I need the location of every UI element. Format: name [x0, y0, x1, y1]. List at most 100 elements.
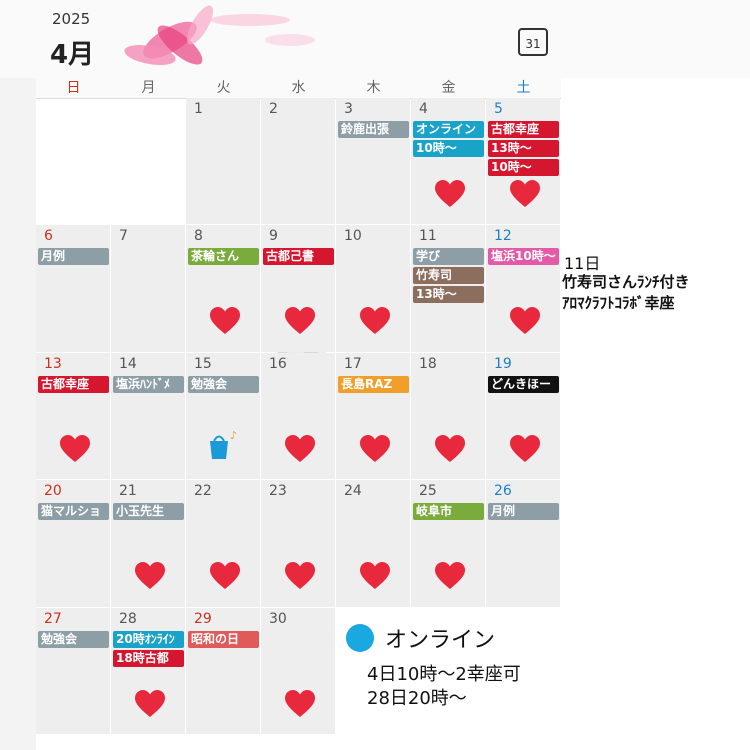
event-label[interactable]: 勉強会 [38, 630, 109, 648]
day-number: 20 [44, 483, 62, 500]
event-label[interactable]: 月例 [38, 248, 109, 266]
weekday-label: 水 [261, 78, 336, 99]
day-number: 6 [44, 228, 53, 245]
event-label[interactable]: 10時〜 [488, 159, 559, 176]
weekday-label: 金 [411, 78, 486, 99]
heart-sticker [360, 307, 390, 335]
today-button[interactable]: 31 [518, 28, 548, 56]
event-label[interactable]: 昭和の日 [188, 630, 259, 648]
heart-sticker [135, 689, 165, 718]
weekday-label: 火 [186, 78, 261, 99]
weekday-label: 木 [336, 78, 411, 99]
month[interactable]: 4月 [50, 40, 95, 70]
heart-sticker [285, 562, 315, 590]
online-note-title: オンライン [385, 628, 496, 653]
day-number: 10 [344, 228, 362, 245]
event-label[interactable]: どんきほー [488, 375, 559, 393]
weekday-label: 月 [111, 78, 186, 99]
left-margin [0, 78, 36, 750]
heart-sticker [60, 434, 90, 463]
event-label[interactable]: 月例 [488, 503, 559, 521]
day-number: 9 [269, 228, 278, 245]
day-cell[interactable] [36, 480, 110, 607]
day-cell[interactable] [486, 480, 560, 607]
day-cell[interactable] [186, 98, 260, 225]
event-label[interactable]: 古都幸座 [488, 121, 559, 138]
day-number: 7 [119, 228, 128, 245]
day-number: 14 [119, 355, 137, 372]
event-label[interactable]: 18時古都 [113, 649, 184, 667]
day-cell[interactable] [111, 225, 185, 352]
svg-text:♪: ♪ [230, 431, 237, 442]
day-number: 22 [194, 483, 212, 500]
day-number: 3 [344, 101, 353, 117]
event-label[interactable]: 古都己書 [263, 248, 334, 266]
event-label[interactable]: 塩浜10時〜 [488, 248, 559, 266]
event-label[interactable]: 岐阜市 [413, 503, 484, 521]
event-label[interactable]: 塩浜ﾊﾝﾄﾞﾒ [113, 375, 184, 393]
day-cell[interactable] [36, 607, 110, 734]
day-number: 27 [44, 610, 62, 627]
day-number: 4 [419, 101, 428, 117]
heart-sticker [435, 180, 465, 208]
heart-sticker [510, 434, 540, 463]
side-note: 11日 [564, 254, 601, 273]
event-label[interactable]: 竹寿司 [413, 267, 484, 285]
event-label[interactable]: 20時ｵﾝﾗｲﾝ [113, 630, 184, 648]
day-number: 11 [419, 228, 437, 245]
day-cell[interactable] [186, 607, 260, 734]
day-number: 25 [419, 483, 437, 500]
day-cell[interactable] [111, 352, 185, 480]
heart-sticker [285, 434, 315, 463]
online-note-line: 4日10時〜2幸座可 [367, 664, 521, 685]
bag-sticker: ♪ [206, 429, 240, 461]
weekday-label: 土 [486, 78, 561, 99]
day-number: 13 [44, 355, 62, 372]
heart-sticker [210, 562, 240, 590]
heart-sticker [360, 562, 390, 590]
header-bar [0, 0, 750, 78]
day-number: 5 [494, 101, 503, 117]
event-label[interactable]: 鈴鹿出張 [338, 121, 409, 138]
event-label[interactable]: 茶輪さん [188, 248, 259, 266]
heart-sticker [360, 434, 390, 463]
heart-sticker [135, 562, 165, 590]
day-number: 17 [344, 355, 362, 372]
heart-sticker [285, 307, 315, 335]
event-label[interactable]: 勉強会 [188, 375, 259, 393]
heart-sticker [435, 562, 465, 590]
heart-sticker [210, 307, 240, 335]
event-label[interactable]: オンライン [413, 121, 484, 138]
event-label[interactable]: 小玉先生 [113, 503, 184, 521]
day-number: 15 [194, 355, 212, 372]
day-number: 8 [194, 228, 203, 245]
heart-sticker [510, 180, 540, 208]
online-dot [346, 624, 374, 652]
event-label[interactable]: 13時〜 [488, 140, 559, 157]
event-label[interactable]: 古都幸座 [38, 375, 109, 393]
day-number: 26 [494, 483, 512, 500]
event-label[interactable]: 長島RAZ [338, 375, 409, 393]
day-cell[interactable] [261, 98, 335, 225]
day-number: 28 [119, 610, 137, 627]
event-label[interactable]: 学び [413, 248, 484, 266]
year: 2025 [52, 10, 91, 28]
day-cell[interactable] [336, 98, 410, 225]
weekday-label: 日 [36, 78, 111, 99]
heart-sticker [285, 689, 315, 718]
online-note-box [335, 608, 561, 738]
day-number: 30 [269, 610, 287, 627]
side-note: 竹寿司さんﾗﾝﾁ付き [562, 273, 690, 291]
day-number: 29 [194, 610, 212, 627]
event-label[interactable]: 13時〜 [413, 286, 484, 304]
day-number: 1 [194, 101, 203, 117]
day-cell[interactable] [36, 225, 110, 352]
day-number: 19 [494, 355, 512, 372]
day-number: 18 [419, 355, 437, 372]
event-label[interactable]: 猫マルショ [38, 503, 109, 521]
day-number: 16 [269, 355, 287, 372]
heart-sticker [510, 307, 540, 335]
event-label[interactable]: 10時〜 [413, 140, 484, 157]
